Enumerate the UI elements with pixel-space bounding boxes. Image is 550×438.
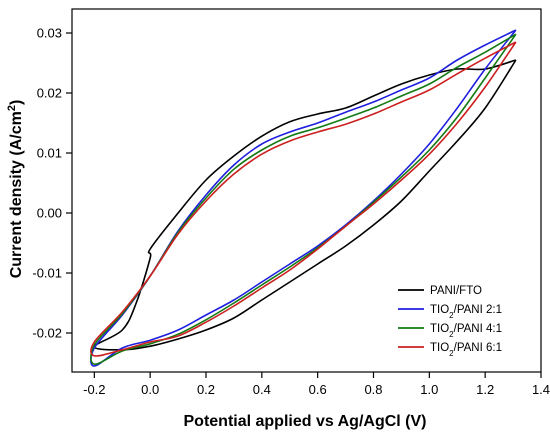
x-tick-label: 1.2 bbox=[476, 382, 494, 397]
x-tick-label: 1.0 bbox=[420, 382, 438, 397]
x-tick-label: -0.2 bbox=[83, 382, 105, 397]
legend-label: PANI/FTO bbox=[430, 285, 482, 297]
y-axis-ticks: -0.02 -0.01 0.00 0.01 0.02 0.03 bbox=[32, 26, 72, 341]
legend-label: TIO2/PANI 6:1 bbox=[430, 342, 502, 358]
x-tick-label: 0.4 bbox=[253, 382, 271, 397]
y-axis-title-tail: ) bbox=[8, 100, 25, 105]
y-axis-title-main: Current density (A/cm bbox=[8, 111, 25, 278]
x-tick-label: 0.2 bbox=[197, 382, 215, 397]
plot-area-border bbox=[71, 8, 542, 373]
x-tick-label: 0.8 bbox=[364, 382, 382, 397]
series-line-tio2-pani-4-1 bbox=[90, 33, 517, 366]
y-tick-label: 0.03 bbox=[37, 26, 62, 41]
y-axis-title-sup: 2 bbox=[6, 105, 18, 111]
y-tick-label: -0.02 bbox=[32, 326, 62, 341]
y-tick-label: 0.01 bbox=[37, 146, 62, 161]
x-tick-label: 0.0 bbox=[141, 382, 159, 397]
legend-label: TIO2/PANI 2:1 bbox=[430, 304, 502, 320]
x-axis-ticks: -0.2 0.0 0.2 0.4 0.6 0.8 1.0 1.2 1.4 bbox=[83, 372, 550, 397]
y-tick-label: -0.01 bbox=[32, 266, 62, 281]
x-tick-label: 1.4 bbox=[532, 382, 550, 397]
series-line-tio2-pani-6-1 bbox=[90, 41, 517, 357]
legend: PANI/FTO TIO2/PANI 2:1 TIO2/PANI 4:1 TIO2/P… bbox=[398, 285, 502, 358]
series-line-pani-fto bbox=[93, 59, 517, 351]
x-axis-title: Potential applied vs Ag/AgCl (V) bbox=[184, 413, 427, 430]
y-tick-label: 0.02 bbox=[37, 86, 62, 101]
series-layer bbox=[90, 29, 517, 367]
y-tick-label: 0.00 bbox=[37, 206, 62, 221]
y-axis-title: Current density (A/cm2) bbox=[6, 100, 25, 279]
plot-frame bbox=[71, 8, 542, 373]
x-tick-label: 0.6 bbox=[309, 382, 327, 397]
legend-label: TIO2/PANI 4:1 bbox=[430, 323, 502, 339]
